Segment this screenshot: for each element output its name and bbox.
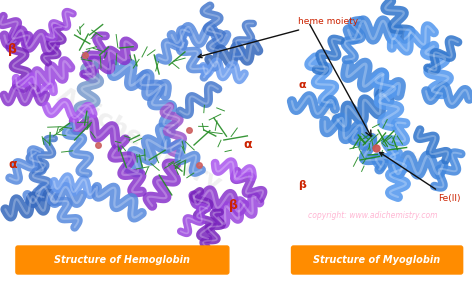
Text: Fe(II): Fe(II) xyxy=(380,152,460,203)
Text: Adichemistry: Adichemistry xyxy=(53,83,226,197)
Text: Structure of Myoglobin: Structure of Myoglobin xyxy=(313,255,441,265)
Text: α: α xyxy=(244,139,252,152)
FancyBboxPatch shape xyxy=(16,246,229,274)
Text: β: β xyxy=(8,44,17,56)
Text: copyright: www.adichem​istry.com: copyright: www.adichem​istry.com xyxy=(309,211,438,219)
Text: Structure of Hemoglobin: Structure of Hemoglobin xyxy=(55,255,191,265)
Text: Adichemistry: Adichemistry xyxy=(320,101,436,179)
Text: β: β xyxy=(299,180,306,190)
Text: β: β xyxy=(229,198,237,211)
Text: α: α xyxy=(299,80,306,90)
Text: heme moiety: heme moiety xyxy=(198,17,359,58)
FancyBboxPatch shape xyxy=(292,246,463,274)
Text: α: α xyxy=(8,158,17,172)
